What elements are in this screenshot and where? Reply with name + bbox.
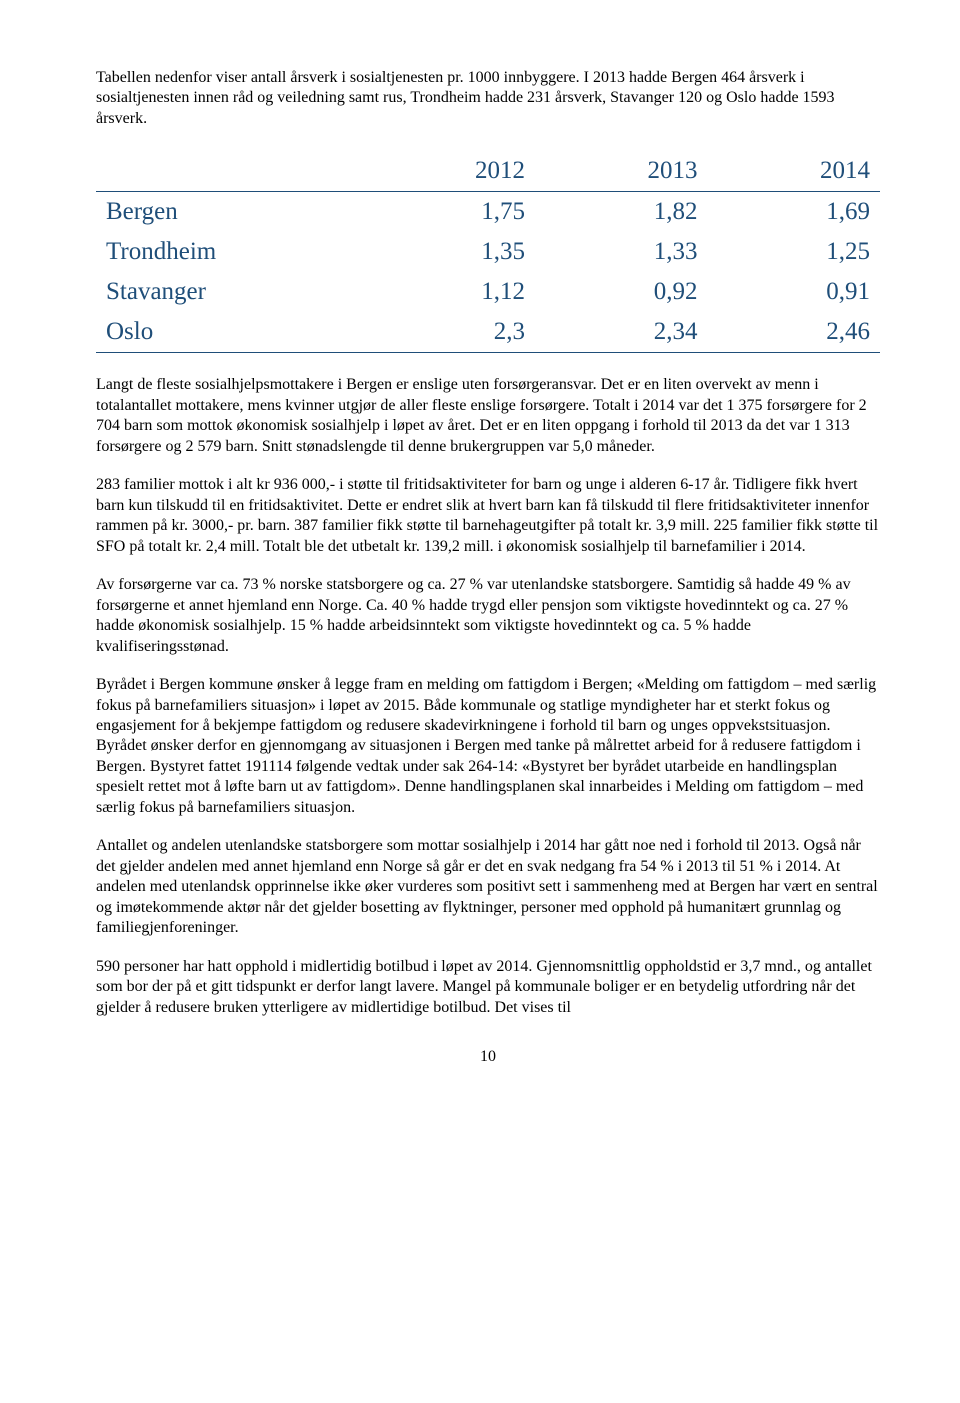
table-cell: 2,34 (535, 312, 707, 353)
table-header-row: 2012 2013 2014 (96, 151, 880, 192)
col-header-2012: 2012 (363, 151, 535, 192)
document-page: Tabellen nedenfor viser antall årsverk i… (0, 0, 960, 1106)
body-paragraph: 283 familier mottok i alt kr 936 000,- i… (96, 475, 880, 557)
col-header-2013: 2013 (535, 151, 707, 192)
body-paragraph: Av forsørgerne var ca. 73 % norske stats… (96, 575, 880, 657)
table-cell: 1,69 (708, 192, 881, 233)
table-cell: 1,35 (363, 232, 535, 272)
aarsverk-table: 2012 2013 2014 Bergen 1,75 1,82 1,69 Tro… (96, 151, 880, 353)
table-row: Trondheim 1,35 1,33 1,25 (96, 232, 880, 272)
body-paragraph: Langt de fleste sosialhjelpsmottakere i … (96, 375, 880, 457)
intro-paragraph: Tabellen nedenfor viser antall årsverk i… (96, 68, 880, 129)
body-paragraph: Byrådet i Bergen kommune ønsker å legge … (96, 675, 880, 818)
table-cell: 2,46 (708, 312, 881, 353)
body-paragraph: 590 personer har hatt opphold i midlerti… (96, 957, 880, 1018)
table-row: Stavanger 1,12 0,92 0,91 (96, 272, 880, 312)
row-label: Stavanger (96, 272, 363, 312)
table-cell: 0,92 (535, 272, 707, 312)
table-row: Oslo 2,3 2,34 2,46 (96, 312, 880, 353)
page-number: 10 (96, 1048, 880, 1066)
table-cell: 0,91 (708, 272, 881, 312)
col-header-empty (96, 151, 363, 192)
table-cell: 1,12 (363, 272, 535, 312)
table-cell: 1,25 (708, 232, 881, 272)
body-paragraph: Antallet og andelen utenlandske statsbor… (96, 836, 880, 938)
table-cell: 1,33 (535, 232, 707, 272)
row-label: Oslo (96, 312, 363, 353)
col-header-2014: 2014 (708, 151, 881, 192)
table-cell: 2,3 (363, 312, 535, 353)
table-cell: 1,75 (363, 192, 535, 233)
table-cell: 1,82 (535, 192, 707, 233)
row-label: Trondheim (96, 232, 363, 272)
row-label: Bergen (96, 192, 363, 233)
table-row: Bergen 1,75 1,82 1,69 (96, 192, 880, 233)
